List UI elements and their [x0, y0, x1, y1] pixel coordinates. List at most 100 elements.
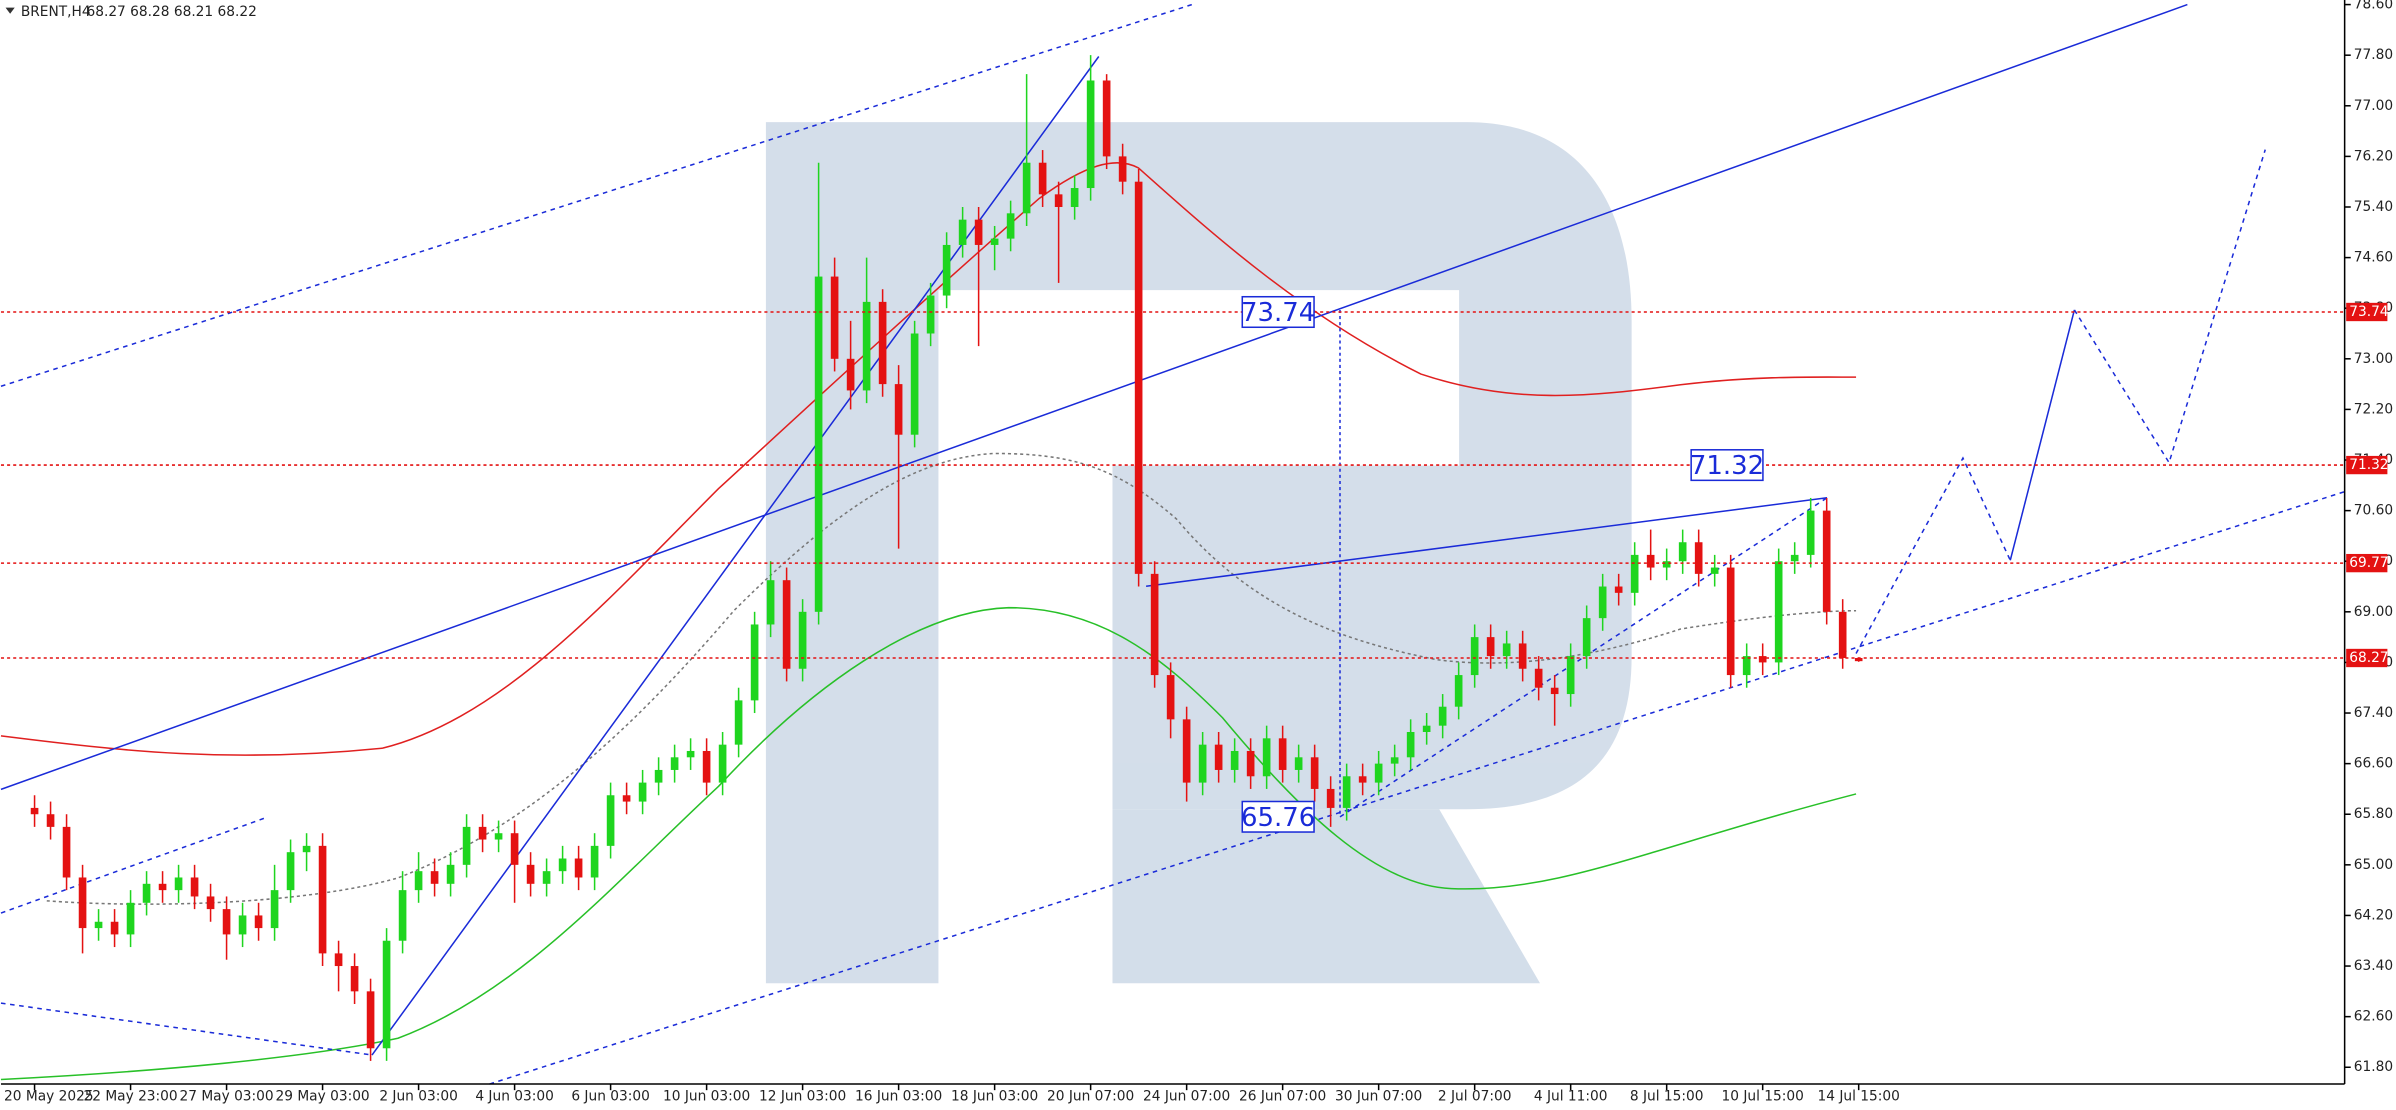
candle-body	[1342, 776, 1351, 808]
level-label: 71.32	[2349, 457, 2388, 473]
candle-body	[270, 890, 279, 929]
candle-body	[1742, 656, 1751, 676]
candle-body	[1438, 706, 1447, 726]
candle-body	[1790, 554, 1799, 562]
candle-body	[1230, 750, 1239, 770]
level-label-box	[2346, 302, 2388, 322]
y-tick-label: 76.20	[2354, 148, 2393, 164]
candle-body	[798, 611, 807, 669]
annotation: 73.74	[1241, 298, 1315, 328]
candle-body	[366, 991, 375, 1049]
candle-body	[238, 915, 247, 935]
candle-body	[1566, 656, 1575, 695]
moving-average-gray	[46, 452, 1857, 905]
candle-body	[1102, 80, 1111, 157]
candle-body	[926, 295, 935, 334]
y-tick-label: 74.60	[2354, 250, 2393, 266]
level-label-box	[2346, 455, 2388, 475]
candle-body	[1134, 181, 1143, 574]
candle-body	[510, 833, 519, 865]
candle-body	[1838, 611, 1847, 658]
x-tick-label: 8 Jul 15:00	[1630, 1088, 1704, 1104]
wave-line	[1145, 496, 1828, 588]
candle-body	[958, 219, 967, 245]
x-tick-label: 16 Jun 03:00	[855, 1088, 942, 1104]
candle-body	[1262, 738, 1271, 777]
candle-body	[110, 921, 119, 935]
candle-body	[430, 871, 439, 884]
candle-body	[142, 883, 151, 903]
candle-body	[814, 276, 823, 612]
level-label: 69.77	[2349, 555, 2388, 571]
candle-body	[1678, 542, 1687, 562]
x-tick-label: 12 Jun 03:00	[759, 1088, 846, 1104]
candle-body	[1406, 732, 1415, 758]
candle-body	[1310, 757, 1319, 789]
candle-body	[382, 940, 391, 1049]
x-tick-label: 24 Jun 07:00	[1143, 1088, 1230, 1104]
y-tick-label: 73.00	[2354, 351, 2393, 367]
candle-body	[1854, 657, 1863, 662]
candle-body	[878, 301, 887, 385]
chart-title: BRENT,H4	[21, 4, 91, 20]
candle-body	[1374, 763, 1383, 783]
x-tick-label: 18 Jun 03:00	[951, 1088, 1038, 1104]
candle-body	[526, 864, 535, 884]
candle-body	[286, 852, 295, 891]
candle-body	[542, 871, 551, 884]
candle-body	[1662, 561, 1671, 568]
x-tick-label: 22 May 23:00	[83, 1088, 177, 1104]
candle-body	[318, 845, 327, 954]
x-tick-label: 6 Jun 03:00	[571, 1088, 650, 1104]
candle-body	[46, 814, 55, 827]
watermark-r	[765, 122, 1632, 984]
candle-body	[1326, 788, 1335, 808]
candle-body	[1534, 668, 1543, 688]
candle-body	[1278, 738, 1287, 770]
candle-body	[622, 795, 631, 802]
candle-body	[1086, 80, 1095, 189]
plot	[30, 55, 1863, 1061]
candle-body	[174, 877, 183, 891]
candle-body	[1694, 542, 1703, 574]
candle-body	[1822, 510, 1831, 612]
watermark-leg	[1112, 809, 1541, 984]
candle-body	[702, 750, 711, 783]
candle-body	[942, 244, 951, 296]
candle-body	[446, 864, 455, 884]
x-tick-label: 10 Jul 15:00	[1722, 1088, 1804, 1104]
candle-body	[1358, 776, 1367, 783]
moving-average-red	[0, 162, 1857, 756]
candle-body	[30, 807, 39, 815]
candle-body	[494, 833, 503, 840]
candle-body	[1390, 757, 1399, 764]
candle-body	[1038, 162, 1047, 195]
candle-body	[1166, 675, 1175, 720]
short-channel	[0, 816, 269, 914]
level-label-box	[2346, 648, 2388, 668]
candle-body	[1486, 637, 1495, 657]
y-tick-label: 77.00	[2354, 98, 2393, 114]
candle-body	[350, 966, 359, 992]
candle-body	[62, 826, 71, 878]
level-label: 68.27	[2349, 650, 2388, 666]
y-tick-label: 70.60	[2354, 503, 2393, 519]
candle-body	[1422, 725, 1431, 733]
candle-body	[1806, 510, 1815, 555]
watermark	[765, 122, 1632, 984]
candle-body	[1646, 554, 1655, 568]
annotation: 65.76	[1241, 803, 1315, 833]
candle-body	[94, 921, 103, 929]
candle-body	[830, 276, 839, 359]
x-tick-label: 29 May 03:00	[275, 1088, 369, 1104]
collapse-icon[interactable]	[5, 7, 15, 14]
x-tick-label: 20 May 2025	[4, 1088, 94, 1104]
x-tick-label: 2 Jul 07:00	[1438, 1088, 1512, 1104]
candle-body	[1518, 643, 1527, 669]
forecast-c	[2073, 149, 2266, 465]
candle-body	[862, 301, 871, 391]
candle-body	[990, 238, 999, 245]
candle-body	[606, 795, 615, 846]
candle-body	[334, 953, 343, 967]
